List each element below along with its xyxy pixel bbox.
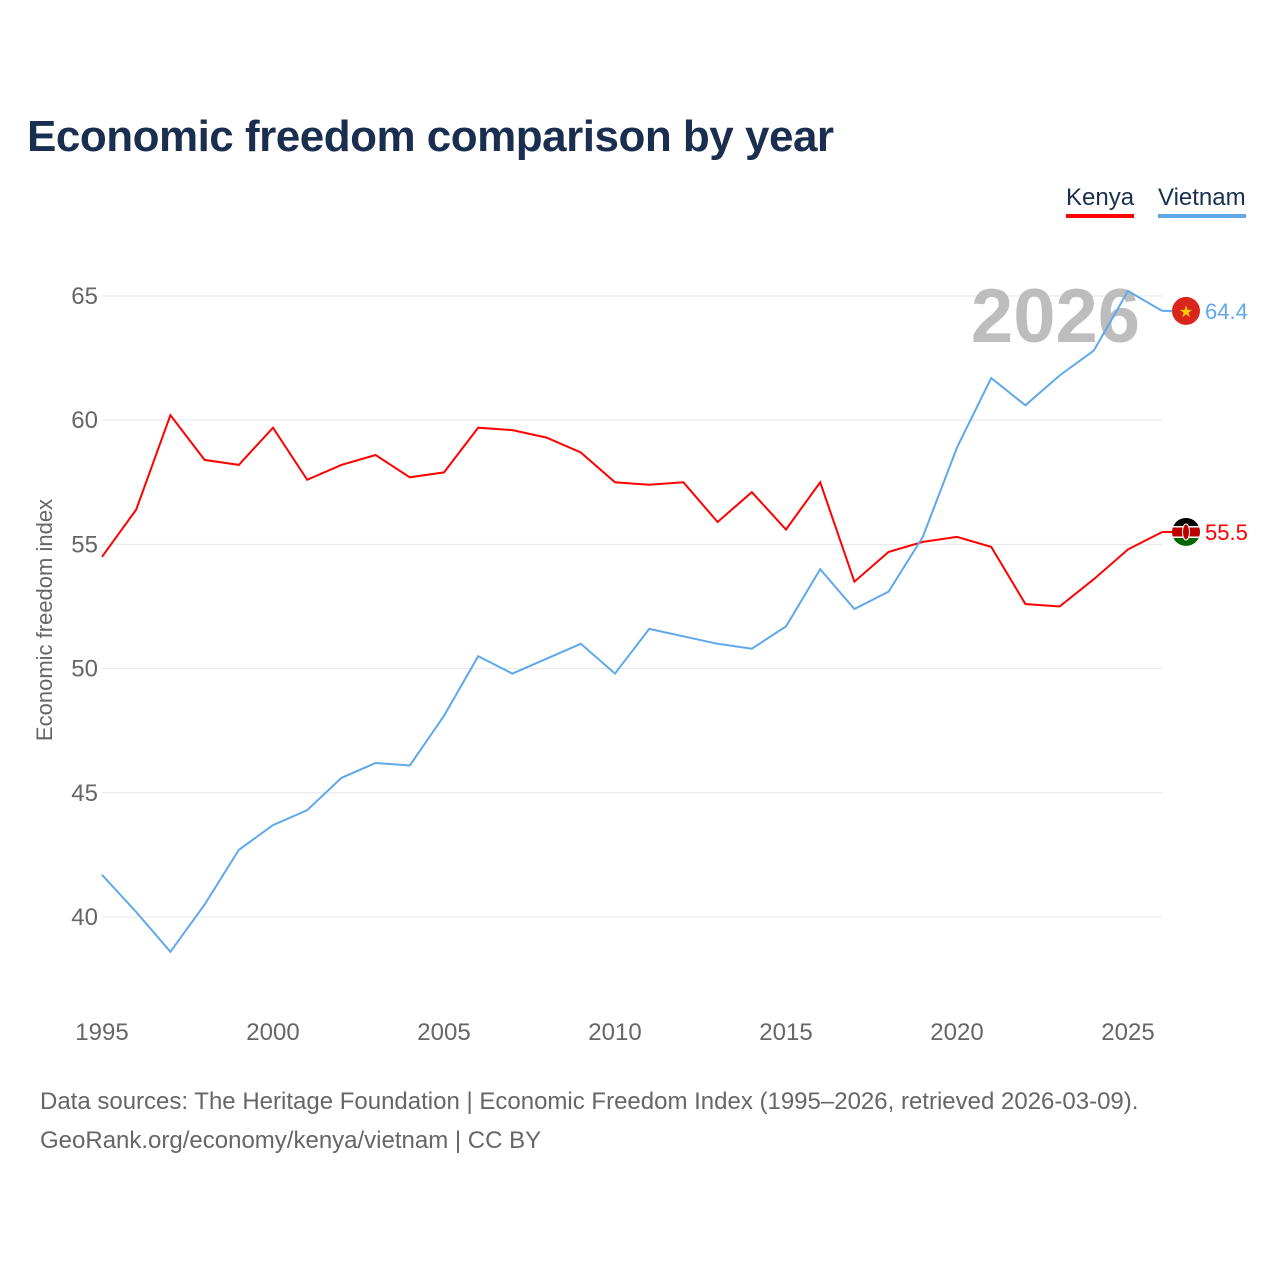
- series-line-kenya: [101, 413, 1163, 608]
- x-tick-label: 2025: [1101, 1019, 1154, 1046]
- y-tick-label: 65: [71, 283, 98, 310]
- legend-kenya[interactable]: Kenya: [1066, 184, 1135, 218]
- end-value-vietnam: 64.4: [1205, 299, 1248, 324]
- x-tick-label: 2000: [246, 1019, 299, 1046]
- x-tick-label: 2010: [588, 1019, 641, 1046]
- series-line-vietnam: [101, 289, 1163, 954]
- footer-credit: GeoRank.org/economy/kenya/vietnam | CC B…: [40, 1127, 542, 1154]
- x-tick-label: 1995: [75, 1019, 128, 1046]
- end-value-kenya: 55.5: [1205, 520, 1248, 545]
- y-tick-label: 50: [71, 656, 98, 683]
- svg-text:★: ★: [1179, 304, 1193, 321]
- legend-vietnam[interactable]: Vietnam: [1158, 184, 1246, 218]
- footer-sources: Data sources: The Heritage Foundation | …: [40, 1088, 1139, 1115]
- year-watermark: 2026: [971, 274, 1140, 359]
- y-tick-label: 60: [71, 407, 98, 434]
- kenya-flag-icon: [1172, 517, 1200, 546]
- y-tick-label: 45: [71, 780, 98, 807]
- x-tick-label: 2020: [930, 1019, 983, 1046]
- vietnam-flag-icon: ★: [1172, 296, 1200, 325]
- x-tick-label: 2015: [759, 1019, 812, 1046]
- y-tick-label: 40: [71, 904, 98, 931]
- y-axis-label: Economic freedom index: [32, 499, 57, 741]
- chart-title: Economic freedom comparison by year: [27, 112, 834, 161]
- x-tick-label: 2005: [417, 1019, 470, 1046]
- y-tick-label: 55: [71, 531, 98, 558]
